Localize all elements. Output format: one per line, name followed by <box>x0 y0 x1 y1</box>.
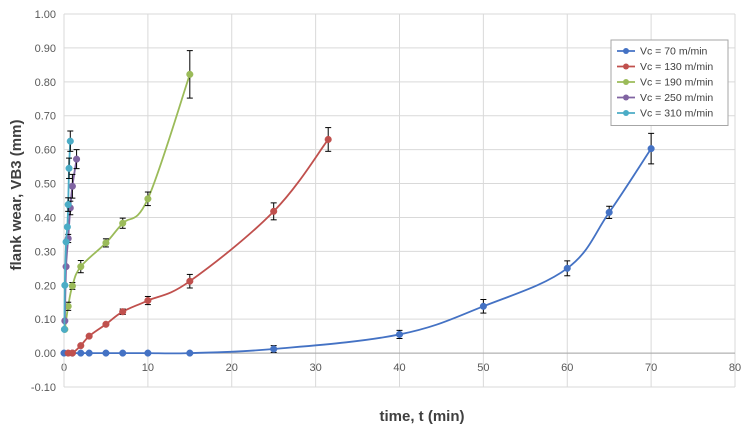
data-point <box>479 302 487 310</box>
data-point <box>77 263 85 271</box>
legend-swatch-marker <box>623 110 629 116</box>
x-tick-label: 20 <box>226 362 238 374</box>
data-point <box>270 207 278 215</box>
data-point <box>61 281 69 289</box>
y-tick-label: 0.40 <box>35 212 56 224</box>
data-point <box>270 345 278 353</box>
legend-label: Vc = 130 m/min <box>640 61 713 73</box>
data-point <box>85 332 93 340</box>
y-tick-label: 0.90 <box>35 43 56 55</box>
y-tick-label: 0.10 <box>35 314 56 326</box>
legend-item: Vc = 310 m/min <box>617 108 713 120</box>
data-point <box>605 208 613 216</box>
data-point <box>65 164 73 172</box>
data-point <box>63 223 71 231</box>
data-point <box>144 195 152 203</box>
legend-label: Vc = 190 m/min <box>640 77 713 89</box>
data-point <box>68 282 76 290</box>
legend-swatch-marker <box>623 79 629 85</box>
y-axis-title: flank wear, VB3 (mm) <box>8 120 25 271</box>
data-point <box>186 349 194 357</box>
data-point <box>102 239 110 247</box>
y-tick-label: 0.60 <box>35 145 56 157</box>
y-tick-label: 0.00 <box>35 348 56 360</box>
data-point <box>144 296 152 305</box>
legend-label: Vc = 310 m/min <box>640 108 713 120</box>
legend-label: Vc = 250 m/min <box>640 92 713 104</box>
series-2 <box>61 50 194 333</box>
series-line <box>63 74 191 330</box>
data-point <box>62 238 70 246</box>
data-point <box>73 155 81 163</box>
data-point <box>563 264 571 272</box>
x-tick-label: 70 <box>645 362 657 374</box>
data-point <box>395 330 404 338</box>
data-point <box>77 349 85 357</box>
legend-swatch-marker <box>623 48 629 54</box>
y-tick-label: -0.10 <box>31 382 56 394</box>
x-tick-label: 40 <box>393 362 405 374</box>
data-point <box>77 342 85 350</box>
series-1 <box>64 127 332 357</box>
legend: Vc = 70 m/min Vc = 130 m/min Vc = 190 m/mi… <box>610 39 729 126</box>
data-point <box>102 349 110 357</box>
y-tick-label: 1.00 <box>35 9 56 21</box>
data-point <box>66 137 74 145</box>
legend-item: Vc = 190 m/min <box>617 77 713 89</box>
data-point <box>68 349 76 357</box>
data-point <box>102 320 110 328</box>
data-point <box>85 349 93 357</box>
data-point <box>64 201 72 209</box>
legend-item: Vc = 130 m/min <box>617 61 713 73</box>
data-point <box>186 70 194 78</box>
series-0 <box>60 132 655 357</box>
data-point <box>119 308 127 316</box>
y-tick-label: 0.20 <box>35 280 56 292</box>
x-tick-label: 60 <box>561 362 573 374</box>
data-point <box>144 349 152 357</box>
x-axis-title: time, t (min) <box>380 408 465 425</box>
legend-swatch-marker <box>623 94 629 101</box>
x-tick-label: 50 <box>477 362 489 374</box>
data-point <box>647 145 655 153</box>
data-point <box>60 325 68 333</box>
x-tick-label: 10 <box>142 362 154 374</box>
series-line <box>68 138 329 355</box>
data-point <box>186 277 194 285</box>
legend-item: Vc = 70 m/min <box>617 46 708 58</box>
series-4 <box>60 130 74 333</box>
legend-swatch-marker <box>623 63 629 70</box>
data-point <box>324 135 332 144</box>
legend-label: Vc = 70 m/min <box>640 46 708 58</box>
x-tick-label: 80 <box>729 362 741 374</box>
legend-item: Vc = 250 m/min <box>617 92 713 104</box>
y-tick-label: 0.80 <box>35 77 56 89</box>
series-layer <box>60 50 655 357</box>
x-tick-label: 30 <box>310 362 322 374</box>
data-point <box>119 219 127 227</box>
axis-layer: -0.10 0.00 0.10 0.20 0.30 0.40 0.50 0.60 0.70 0.8… <box>31 9 741 394</box>
y-tick-label: 0.70 <box>35 111 56 123</box>
y-tick-label: 0.50 <box>35 179 56 191</box>
data-point <box>68 182 76 190</box>
data-point <box>119 349 127 357</box>
y-tick-label: 0.30 <box>35 246 56 258</box>
